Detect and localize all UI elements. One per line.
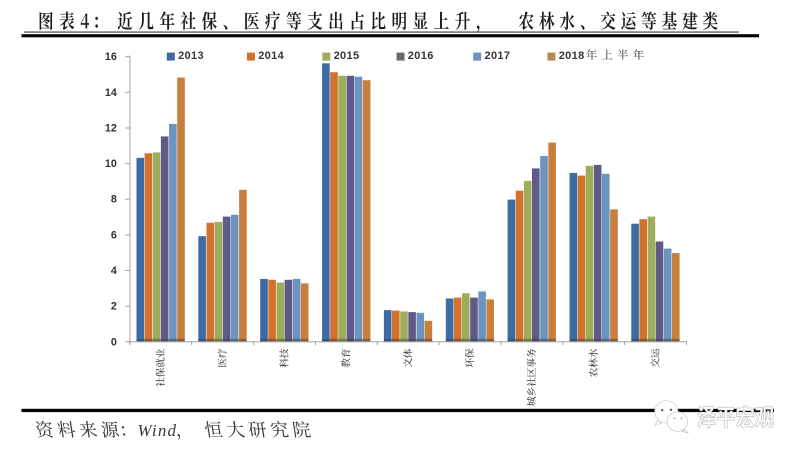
- svg-text:12: 12: [105, 123, 117, 135]
- svg-text:2013: 2013: [178, 50, 204, 62]
- svg-text:2: 2: [111, 301, 117, 313]
- svg-text:2015: 2015: [334, 50, 360, 62]
- svg-text:0: 0: [111, 336, 117, 348]
- svg-text:2016: 2016: [408, 50, 434, 62]
- svg-text:4: 4: [111, 265, 117, 277]
- svg-text:8: 8: [111, 194, 117, 206]
- svg-text:16: 16: [105, 51, 117, 63]
- svg-text:2017: 2017: [485, 50, 511, 62]
- svg-text:2018: 2018: [559, 50, 585, 62]
- svg-text:10: 10: [105, 158, 117, 170]
- svg-text:6: 6: [111, 229, 117, 241]
- svg-text:14: 14: [105, 87, 117, 99]
- svg-text:2014: 2014: [258, 50, 284, 62]
- svg-text:Wind: Wind: [138, 421, 178, 440]
